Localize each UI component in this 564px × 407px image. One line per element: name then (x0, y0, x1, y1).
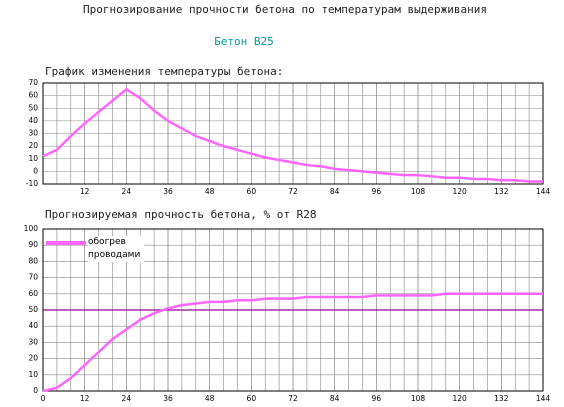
x-tick-label: 24 (122, 187, 132, 196)
y-tick-label: 20 (28, 354, 38, 363)
x-tick-label: 36 (163, 394, 173, 403)
x-tick-label: 36 (163, 187, 173, 196)
x-tick-label: 48 (205, 187, 215, 196)
chart-title: График изменения температуры бетона: (45, 65, 283, 78)
chart-title: Прогнозируемая прочность бетона, % от R2… (45, 208, 317, 221)
plot-frame (42, 82, 544, 185)
y-tick-label: 10 (28, 370, 38, 379)
x-tick-label: 96 (372, 394, 382, 403)
y-tick-label: 40 (28, 321, 38, 330)
y-tick-label: 70 (28, 273, 38, 282)
y-tick-label: 60 (28, 91, 38, 100)
legend-label: обогрев проводами (88, 236, 144, 262)
data-line (42, 87, 543, 183)
y-tick-label: 90 (28, 240, 38, 249)
x-tick-label: 72 (288, 394, 298, 403)
y-tick-label: 0 (33, 386, 38, 395)
y-tick-label: 80 (28, 256, 38, 265)
data-line (42, 292, 543, 393)
page-title: Прогнозирование прочности бетона по темп… (83, 3, 487, 16)
x-tick-label: 144 (536, 187, 551, 196)
x-tick-label: 132 (494, 394, 509, 403)
x-tick-label: 60 (247, 394, 257, 403)
y-tick-label: 20 (28, 141, 38, 150)
x-tick-label: 24 (122, 394, 132, 403)
x-tick-label: 72 (288, 187, 298, 196)
page-subtitle: Бетон В25 (214, 35, 274, 48)
x-tick-label: 48 (205, 394, 215, 403)
y-tick-label: 70 (28, 78, 38, 87)
y-tick-label: -10 (26, 179, 38, 188)
x-tick-label: 144 (536, 394, 551, 403)
y-tick-label: 40 (28, 116, 38, 125)
x-tick-label: 108 (411, 187, 426, 196)
y-tick-label: 0 (33, 166, 38, 175)
x-tick-label: 96 (372, 187, 382, 196)
y-tick-label: 50 (28, 103, 38, 112)
x-tick-label: 108 (411, 394, 426, 403)
y-tick-label: 100 (24, 224, 39, 233)
x-tick-label: 0 (41, 394, 46, 403)
x-tick-label: 12 (80, 187, 90, 196)
x-tick-label: 132 (494, 187, 509, 196)
y-tick-label: 50 (28, 305, 38, 314)
x-tick-label: 60 (247, 187, 257, 196)
x-tick-label: 84 (330, 187, 340, 196)
y-tick-label: 30 (28, 129, 38, 138)
y-tick-label: 30 (28, 337, 38, 346)
x-tick-label: 120 (453, 394, 468, 403)
y-tick-label: 10 (28, 154, 38, 163)
x-tick-label: 12 (80, 394, 90, 403)
y-tick-label: 60 (28, 289, 38, 298)
x-tick-label: 84 (330, 394, 340, 403)
x-tick-label: 120 (453, 187, 468, 196)
